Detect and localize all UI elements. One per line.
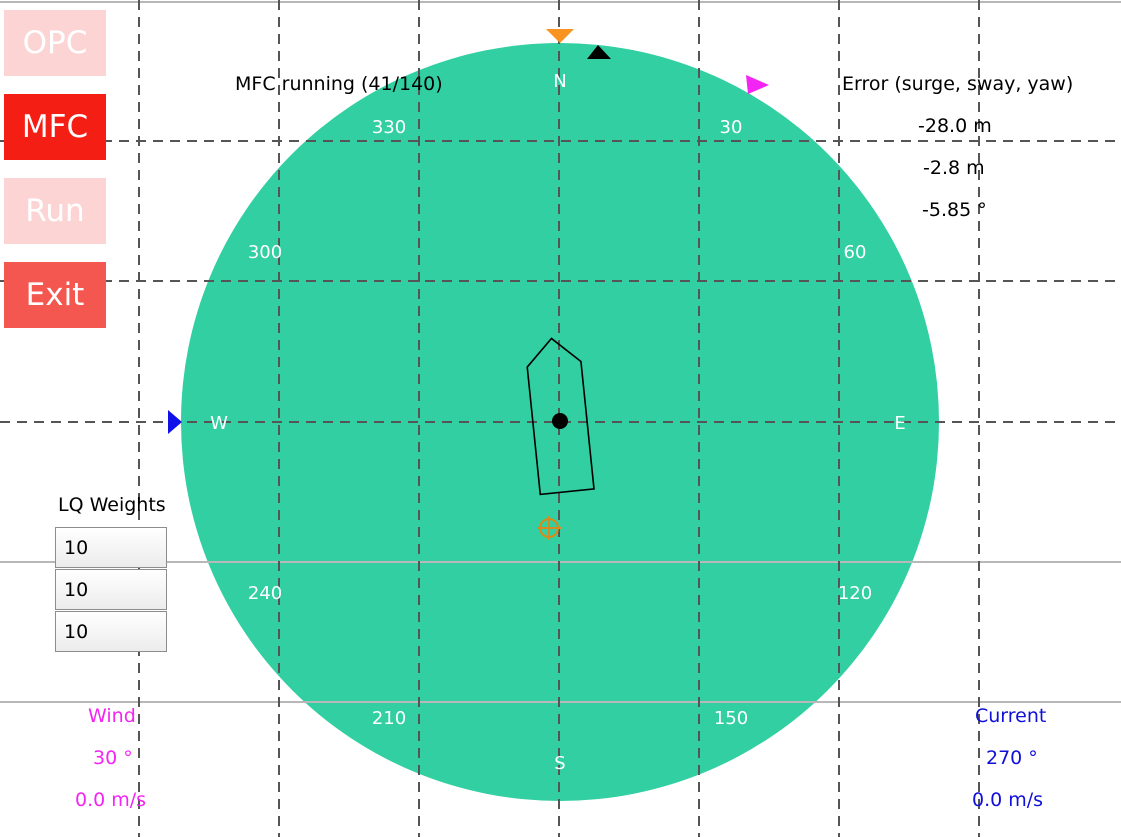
exit-button[interactable]: Exit <box>4 262 106 328</box>
run-button[interactable]: Run <box>4 178 106 244</box>
cardinal-labels: N E S W <box>210 71 906 774</box>
wind-label: Wind <box>88 705 136 727</box>
wind-direction-value: 30 ° <box>93 747 133 769</box>
lq-weights-title: LQ Weights <box>58 494 166 516</box>
error-surge-value: -28.0 m <box>918 115 992 137</box>
cardinal-east: E <box>894 413 905 434</box>
degree-300: 300 <box>248 242 282 263</box>
cardinal-west: W <box>210 413 228 434</box>
lq-weight-surge-input[interactable] <box>55 527 167 568</box>
error-sway-value: -2.8 m <box>923 157 985 179</box>
solid-grid-lines <box>0 1 1121 703</box>
current-direction-value: 270 ° <box>986 747 1038 769</box>
degree-240: 240 <box>248 583 282 604</box>
degree-330: 330 <box>372 117 406 138</box>
lq-weight-sway-input[interactable] <box>55 569 167 610</box>
mfc-button[interactable]: MFC <box>4 94 106 160</box>
error-panel-title: Error (surge, sway, yaw) <box>842 73 1074 95</box>
cardinal-south: S <box>554 753 565 774</box>
vessel-heading-marker-icon <box>587 45 611 59</box>
degree-30: 30 <box>720 117 743 138</box>
current-label: Current <box>975 705 1047 727</box>
degree-labels: 330 30 300 60 240 120 210 150 <box>248 117 872 729</box>
opc-button[interactable]: OPC <box>4 10 106 76</box>
error-yaw-value: -5.85 ° <box>922 199 987 221</box>
wind-speed-value: 0.0 m/s <box>75 789 147 811</box>
vessel-center-icon <box>552 413 568 429</box>
current-direction-marker-icon <box>168 410 182 434</box>
setpoint-crosshair-icon <box>537 516 561 540</box>
degree-120: 120 <box>838 583 872 604</box>
wind-direction-marker-icon <box>746 75 769 94</box>
current-speed-value: 0.0 m/s <box>972 789 1044 811</box>
vessel-hull-outline <box>526 337 595 496</box>
cardinal-north: N <box>553 71 566 92</box>
lq-weight-yaw-input[interactable] <box>55 611 167 652</box>
vessel-icon <box>526 337 595 496</box>
degree-60: 60 <box>844 242 867 263</box>
status-text: MFC running (41/140) <box>235 73 443 95</box>
degree-150: 150 <box>714 708 748 729</box>
heading-reference-icon <box>546 29 574 43</box>
degree-210: 210 <box>372 708 406 729</box>
